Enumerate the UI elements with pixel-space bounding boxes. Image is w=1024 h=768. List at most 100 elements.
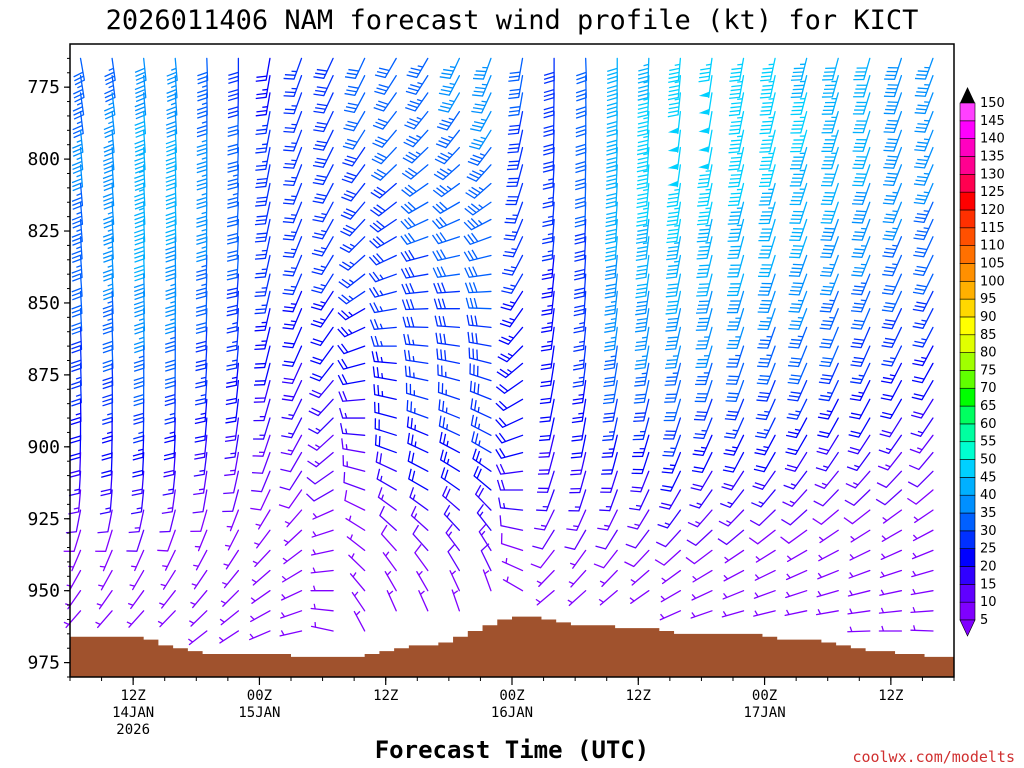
barb-feather (637, 192, 648, 197)
barb-feather (165, 359, 176, 364)
wind-barb (636, 201, 650, 227)
wind-barb (635, 273, 650, 299)
barb-half-feather (695, 520, 701, 525)
barb-half-feather (737, 80, 743, 83)
barb-feather (312, 200, 324, 204)
barb-feather (572, 397, 584, 401)
wind-barb (225, 398, 240, 424)
barb-feather (407, 87, 419, 92)
wind-barb (758, 236, 776, 259)
barb-feather (165, 258, 176, 263)
barb-feather (256, 109, 267, 113)
barb-feather (662, 454, 673, 457)
barb-feather (284, 270, 295, 273)
wind-barb (725, 362, 745, 385)
barb-feather (881, 309, 893, 313)
wind-barb (498, 497, 524, 511)
barb-feather (635, 412, 646, 415)
barb-feather (607, 67, 618, 73)
barb-feather (696, 411, 708, 414)
barb-feather (499, 448, 506, 458)
barb-feather (445, 488, 451, 499)
barb-feather (573, 312, 585, 317)
barb-half-feather (312, 531, 317, 537)
barb-staff (916, 470, 934, 488)
barb-feather (337, 296, 347, 305)
barb-half-feather (167, 507, 173, 510)
wind-barb (495, 463, 524, 475)
colorbar-label: 110 (980, 239, 1005, 254)
wind-barb (849, 398, 871, 420)
wind-barb (875, 489, 903, 506)
colorbar-label: 5 (980, 613, 988, 628)
barb-feather (605, 264, 617, 269)
barb-feather (637, 106, 649, 110)
barb-staff (634, 529, 650, 549)
barb-feather (475, 450, 481, 462)
barb-half-feather (232, 192, 239, 196)
wind-barb (849, 549, 871, 561)
wind-barb (818, 379, 839, 402)
wind-barb (667, 129, 682, 153)
barb-half-feather (912, 534, 918, 540)
barb-feather (133, 394, 144, 399)
wind-barb (543, 57, 555, 85)
wind-barb (400, 232, 429, 245)
wind-barb (447, 543, 461, 572)
barb-half-feather (169, 412, 176, 416)
wind-barb (495, 432, 524, 444)
wind-barb (637, 57, 650, 84)
barb-feather (340, 326, 349, 336)
barb-feather (69, 469, 81, 474)
barb-feather (133, 380, 145, 386)
wind-barb (431, 216, 461, 230)
barb-feather (438, 92, 450, 96)
barb-feather (693, 418, 705, 421)
barb-half-feather (68, 565, 74, 568)
barb-feather (375, 121, 386, 127)
barb-half-feather (448, 531, 453, 537)
barb-feather (434, 158, 445, 165)
barb-feather (575, 178, 586, 183)
barb-feather (71, 160, 83, 167)
barb-feather (469, 380, 473, 392)
wind-barb (911, 549, 934, 560)
barb-half-feather (249, 633, 254, 639)
colorbar-label: 50 (980, 453, 997, 468)
barb-feather (372, 366, 376, 377)
barb-feather (71, 178, 82, 184)
wind-barb (881, 308, 903, 330)
barb-feather (854, 248, 865, 251)
barb-feather (255, 308, 266, 311)
wind-barb (495, 417, 524, 428)
barb-feather (540, 380, 552, 384)
barb-half-feather (478, 204, 484, 209)
barb-feather (654, 559, 665, 566)
barb-feather (374, 335, 379, 347)
barb-feather (128, 530, 140, 534)
barb-feather (226, 295, 237, 300)
barb-feather (755, 417, 767, 421)
wind-barb (881, 290, 903, 313)
barb-feather (473, 382, 476, 393)
barb-feather (499, 368, 510, 376)
barb-feather (227, 304, 238, 309)
barb-half-feather (138, 431, 144, 435)
barb-feather (105, 79, 116, 86)
barb-feather (637, 228, 648, 232)
barb-half-feather (705, 170, 711, 172)
wind-barb (785, 590, 808, 599)
wind-barb (310, 621, 334, 632)
barb-feather (280, 468, 291, 473)
barb-feather (284, 234, 295, 237)
barb-feather (788, 413, 799, 417)
barb-feather (725, 449, 736, 453)
barb-feather (342, 227, 353, 234)
barb-feather (227, 232, 238, 237)
barb-feather (696, 257, 708, 260)
barb-feather (505, 217, 517, 220)
barb-half-feather (312, 513, 318, 518)
barb-feather (541, 258, 553, 262)
barb-feather (226, 397, 237, 402)
barb-feather (699, 228, 710, 231)
